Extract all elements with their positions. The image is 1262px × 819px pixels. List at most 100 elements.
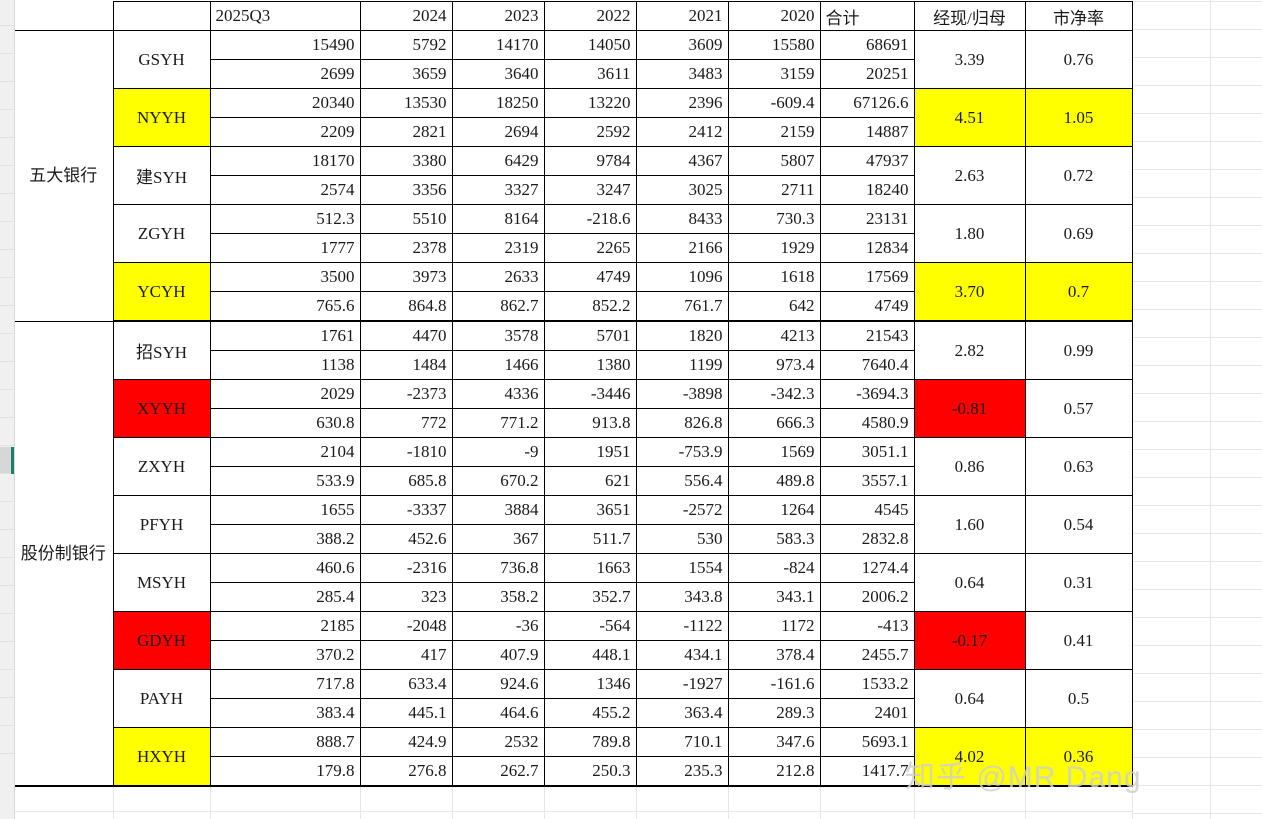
data-cell[interactable]: 5807 xyxy=(727,146,821,176)
bank-name-cell[interactable]: YCYH xyxy=(112,262,211,322)
bank-name-cell[interactable]: ZGYH xyxy=(112,204,211,263)
data-cell[interactable]: 370.2 xyxy=(209,640,361,670)
data-cell[interactable]: 417 xyxy=(359,640,453,670)
data-cell[interactable]: 14887 xyxy=(819,117,915,147)
data-cell[interactable]: -218.6 xyxy=(543,204,637,234)
column-header-ratio1[interactable]: 经现/归母 xyxy=(913,1,1026,31)
ratio-cashflow-cell[interactable]: 1.60 xyxy=(913,495,1026,554)
data-cell[interactable]: 12834 xyxy=(819,233,915,263)
data-cell[interactable]: 276.8 xyxy=(359,756,453,787)
ratio-pb-cell[interactable]: 0.69 xyxy=(1024,204,1133,263)
data-cell[interactable]: 556.4 xyxy=(635,466,729,496)
data-cell[interactable]: 15580 xyxy=(727,30,821,60)
bank-name-cell[interactable]: MSYH xyxy=(112,553,211,612)
ratio-pb-cell[interactable]: 0.72 xyxy=(1024,146,1133,205)
data-cell[interactable]: 630.8 xyxy=(209,408,361,438)
data-cell[interactable]: 3327 xyxy=(451,175,545,205)
data-cell[interactable]: 4749 xyxy=(819,291,915,322)
data-cell[interactable]: 285.4 xyxy=(209,582,361,612)
data-cell[interactable]: 3159 xyxy=(727,59,821,89)
data-cell[interactable]: 973.4 xyxy=(727,350,821,380)
column-header-period-2024[interactable]: 2024 xyxy=(359,1,453,31)
ratio-pb-cell[interactable]: 0.76 xyxy=(1024,30,1133,89)
table-row[interactable]: 2209 2821 2694 2592 2412 2159 14887 xyxy=(14,117,1132,147)
data-cell[interactable]: 3640 xyxy=(451,59,545,89)
data-cell[interactable]: 407.9 xyxy=(451,640,545,670)
column-header-total[interactable]: 合计 xyxy=(819,1,915,31)
data-cell[interactable]: 15490 xyxy=(209,30,361,60)
data-cell[interactable]: 4336 xyxy=(451,379,545,409)
bank-name-cell[interactable]: GSYH xyxy=(112,30,211,89)
table-row[interactable]: XYYH 2029 -2373 4336 -3446 -3898 -342.3 -3694.3… xyxy=(14,379,1133,438)
data-cell[interactable]: 913.8 xyxy=(543,408,637,438)
data-cell[interactable]: 3609 xyxy=(635,30,729,60)
data-cell[interactable]: 530 xyxy=(635,524,729,554)
column-header-ratio2[interactable]: 市净率 xyxy=(1024,1,1133,31)
data-cell[interactable]: 4470 xyxy=(359,320,453,351)
data-cell[interactable]: 5510 xyxy=(359,204,453,234)
data-cell[interactable]: 888.7 xyxy=(209,727,361,757)
data-cell[interactable]: 826.8 xyxy=(635,408,729,438)
data-cell[interactable]: -2316 xyxy=(359,553,453,583)
data-cell[interactable]: 1138 xyxy=(209,350,361,380)
data-cell[interactable]: 434.1 xyxy=(635,640,729,670)
data-cell[interactable]: 2633 xyxy=(451,262,545,292)
data-cell[interactable]: 3973 xyxy=(359,262,453,292)
data-cell[interactable]: 20251 xyxy=(819,59,915,89)
data-cell[interactable]: 47937 xyxy=(819,146,915,176)
data-cell[interactable]: 685.8 xyxy=(359,466,453,496)
ratio-cashflow-cell[interactable]: 0.86 xyxy=(913,437,1026,496)
table-row[interactable]: 1138 1484 1466 1380 1199 973.4 7640.4 xyxy=(14,350,1132,380)
ratio-cashflow-cell[interactable]: -0.81 xyxy=(913,379,1026,438)
data-cell[interactable]: 924.6 xyxy=(451,669,545,699)
data-cell[interactable]: 2029 xyxy=(209,379,361,409)
data-cell[interactable]: 2166 xyxy=(635,233,729,263)
data-cell[interactable]: 18250 xyxy=(451,88,545,118)
data-cell[interactable]: -3694.3 xyxy=(819,379,915,409)
ratio-pb-cell[interactable]: 0.7 xyxy=(1024,262,1133,322)
table-row[interactable]: 1777 2378 2319 2265 2166 1929 12834 xyxy=(14,233,1132,263)
data-cell[interactable]: 4580.9 xyxy=(819,408,915,438)
table-row[interactable]: 370.2 417 407.9 448.1 434.1 378.4 2455.7 xyxy=(14,640,1132,670)
data-cell[interactable]: 1929 xyxy=(727,233,821,263)
ratio-cashflow-cell[interactable]: 3.70 xyxy=(913,262,1026,322)
data-cell[interactable]: 424.9 xyxy=(359,727,453,757)
data-cell[interactable]: 1618 xyxy=(727,262,821,292)
data-cell[interactable]: -3898 xyxy=(635,379,729,409)
column-header-period-2023[interactable]: 2023 xyxy=(451,1,545,31)
table-row[interactable]: PAYH 717.8 633.4 924.6 1346 -1927 -161.6 1533.2… xyxy=(14,669,1133,728)
data-cell[interactable]: 730.3 xyxy=(727,204,821,234)
data-cell[interactable]: 2319 xyxy=(451,233,545,263)
data-cell[interactable]: 343.8 xyxy=(635,582,729,612)
data-cell[interactable]: 771.2 xyxy=(451,408,545,438)
data-cell[interactable]: 5693.1 xyxy=(819,727,915,757)
table-row[interactable]: 765.6 864.8 862.7 852.2 761.7 642 4749 xyxy=(14,291,1132,322)
data-cell[interactable]: 2104 xyxy=(209,437,361,467)
data-cell[interactable]: 343.1 xyxy=(727,582,821,612)
ratio-cashflow-cell[interactable]: 3.39 xyxy=(913,30,1026,89)
data-cell[interactable]: 352.7 xyxy=(543,582,637,612)
data-cell[interactable]: 3483 xyxy=(635,59,729,89)
data-cell[interactable]: -1927 xyxy=(635,669,729,699)
data-cell[interactable]: 583.3 xyxy=(727,524,821,554)
table-row[interactable]: 2699 3659 3640 3611 3483 3159 20251 xyxy=(14,59,1132,89)
data-cell[interactable]: 1554 xyxy=(635,553,729,583)
ratio-cashflow-cell[interactable]: -0.17 xyxy=(913,611,1026,670)
data-cell[interactable]: 2711 xyxy=(727,175,821,205)
table-row[interactable]: 630.8 772 771.2 913.8 826.8 666.3 4580.9 xyxy=(14,408,1132,438)
data-cell[interactable]: 388.2 xyxy=(209,524,361,554)
column-header-period-2022[interactable]: 2022 xyxy=(543,1,637,31)
data-cell[interactable]: 1172 xyxy=(727,611,821,641)
data-cell[interactable]: 736.8 xyxy=(451,553,545,583)
data-cell[interactable]: 5701 xyxy=(543,320,637,351)
ratio-pb-cell[interactable]: 0.5 xyxy=(1024,669,1133,728)
table-row[interactable]: 383.4 445.1 464.6 455.2 363.4 289.3 2401 xyxy=(14,698,1132,728)
data-cell[interactable]: 448.1 xyxy=(543,640,637,670)
data-cell[interactable]: 367 xyxy=(451,524,545,554)
data-cell[interactable]: 621 xyxy=(543,466,637,496)
data-cell[interactable]: 2401 xyxy=(819,698,915,728)
data-cell[interactable]: 21543 xyxy=(819,320,915,351)
table-row[interactable]: MSYH 460.6 -2316 736.8 1663 1554 -824 1274.4 0.6… xyxy=(14,553,1133,612)
data-cell[interactable]: 862.7 xyxy=(451,291,545,322)
data-cell[interactable]: 323 xyxy=(359,582,453,612)
